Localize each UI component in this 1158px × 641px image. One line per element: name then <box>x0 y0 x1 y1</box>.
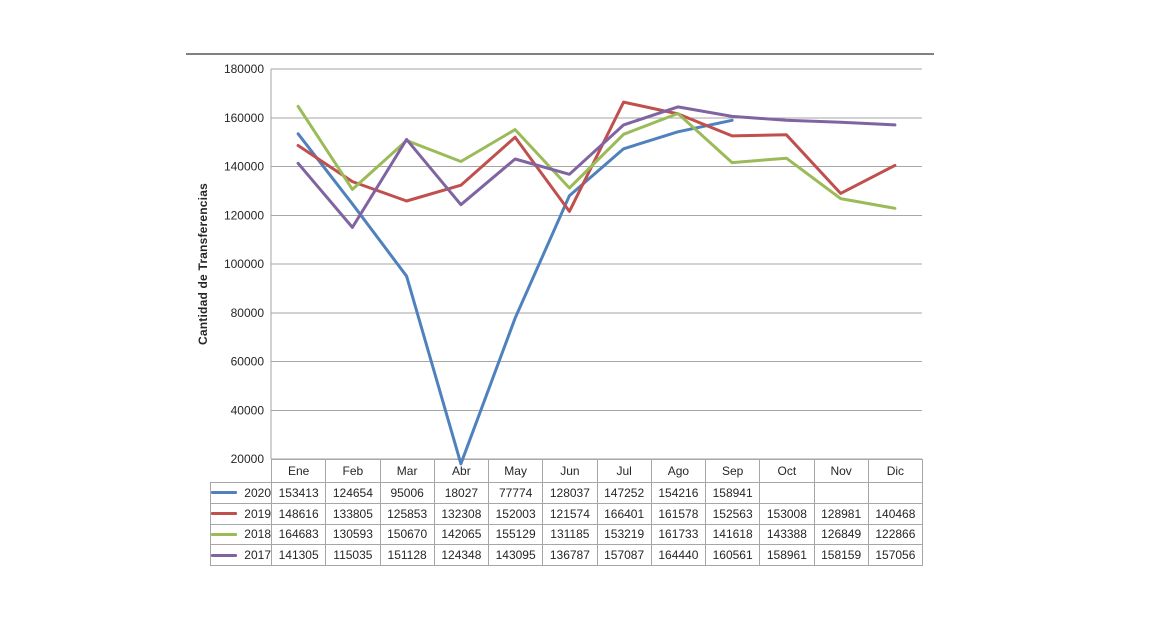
header-divider <box>186 53 934 55</box>
series-swatch-2019 <box>211 512 237 516</box>
month-header-cell: May <box>487 459 544 483</box>
month-header-cell: Abr <box>433 459 490 483</box>
month-header-cell: Sep <box>704 459 761 483</box>
month-header-cell: Feb <box>325 459 381 483</box>
value-cell: 143388 <box>759 523 815 546</box>
table-row-2017: 2017 141305 115035 151128 124348 143095 136787… <box>210 544 924 566</box>
value-cell: 124348 <box>433 544 490 566</box>
month-header-cell: Jun <box>542 459 598 483</box>
series-swatch-2017 <box>211 553 237 557</box>
y-tick-label: 40000 <box>231 403 265 417</box>
month-header-cell: Mar <box>379 459 435 483</box>
value-cell: 160561 <box>704 544 761 566</box>
value-cell: 153413 <box>270 482 327 504</box>
legend-cell: 2017 <box>210 544 272 566</box>
value-cell: 130593 <box>325 523 381 546</box>
y-tick-label: 60000 <box>231 355 265 369</box>
value-cell: 122866 <box>867 523 924 546</box>
value-cell: 164683 <box>270 523 327 546</box>
value-cell: 154216 <box>650 482 707 504</box>
series-line-2017 <box>296 105 897 229</box>
value-cell: 155129 <box>487 523 544 546</box>
value-cell: 140468 <box>867 502 924 525</box>
y-tick-label: 100000 <box>224 257 264 271</box>
data-table: Ene Feb Mar Abr May Jun Jul Ago Sep Oct Nov Dic 2020… <box>210 459 924 566</box>
value-cell: 143095 <box>487 544 544 566</box>
table-corner-blank <box>211 460 272 483</box>
series-year-label: 2019 <box>244 506 271 521</box>
y-tick-label: 120000 <box>224 208 264 222</box>
value-cell: 132308 <box>433 502 490 525</box>
value-cell <box>813 482 869 504</box>
legend-cell: 2020 <box>210 482 272 504</box>
value-cell: 161733 <box>650 523 707 546</box>
y-tick-label: 180000 <box>224 62 264 76</box>
value-cell: 150670 <box>379 523 435 546</box>
series-swatch-2018 <box>211 532 237 536</box>
value-cell: 131185 <box>542 523 598 546</box>
table-row-2019: 2019 148616 133805 125853 132308 152003 121574… <box>210 502 924 525</box>
series-line-2019 <box>296 100 897 213</box>
month-header-cell: Dic <box>867 459 924 483</box>
table-row-2020: 2020 153413 124654 95006 18027 77774 128037 147… <box>210 482 924 504</box>
value-cell: 141618 <box>704 523 761 546</box>
value-cell: 161578 <box>650 502 707 525</box>
value-cell: 142065 <box>433 523 490 546</box>
value-cell: 166401 <box>596 502 652 525</box>
legend-cell: 2019 <box>210 502 272 525</box>
value-cell: 133805 <box>325 502 381 525</box>
value-cell: 158961 <box>759 544 815 566</box>
value-cell: 153008 <box>759 502 815 525</box>
legend-cell: 2018 <box>210 523 272 546</box>
series-line-2020 <box>296 118 734 466</box>
series-year-label: 2020 <box>244 485 271 500</box>
month-header-cell: Ene <box>270 459 327 483</box>
value-cell: 148616 <box>270 502 327 525</box>
table-row-2018: 2018 164683 130593 150670 142065 155129 131185… <box>210 523 924 546</box>
value-cell <box>759 482 815 504</box>
y-tick-label: 160000 <box>224 111 264 125</box>
value-cell: 126849 <box>813 523 869 546</box>
series-swatch-2020 <box>211 491 237 495</box>
value-cell: 157087 <box>596 544 652 566</box>
value-cell: 128981 <box>813 502 869 525</box>
value-cell: 128037 <box>542 482 598 504</box>
month-header-cell: Oct <box>759 459 815 483</box>
value-cell: 147252 <box>596 482 652 504</box>
y-axis-title: Cantidad de Transferencias <box>196 183 210 345</box>
y-tick-label: 80000 <box>231 306 265 320</box>
value-cell: 95006 <box>379 482 435 504</box>
y-tick-label: 140000 <box>224 160 264 174</box>
value-cell: 157056 <box>867 544 924 566</box>
value-cell: 153219 <box>596 523 652 546</box>
value-cell: 164440 <box>650 544 707 566</box>
value-cell: 125853 <box>379 502 435 525</box>
value-cell: 158941 <box>704 482 761 504</box>
value-cell: 77774 <box>487 482 544 504</box>
value-cell <box>867 482 924 504</box>
series-year-label: 2018 <box>244 527 271 542</box>
value-cell: 158159 <box>813 544 869 566</box>
value-cell: 141305 <box>270 544 327 566</box>
value-cell: 115035 <box>325 544 381 566</box>
series-line-2018 <box>296 104 897 210</box>
value-cell: 151128 <box>379 544 435 566</box>
value-cell: 152563 <box>704 502 761 525</box>
month-header-cell: Nov <box>813 459 869 483</box>
month-header-cell: Ago <box>650 459 707 483</box>
value-cell: 18027 <box>433 482 490 504</box>
value-cell: 124654 <box>325 482 381 504</box>
value-cell: 121574 <box>542 502 598 525</box>
value-cell: 152003 <box>487 502 544 525</box>
month-header-cell: Jul <box>596 459 652 483</box>
value-cell: 136787 <box>542 544 598 566</box>
series-year-label: 2017 <box>244 548 271 563</box>
